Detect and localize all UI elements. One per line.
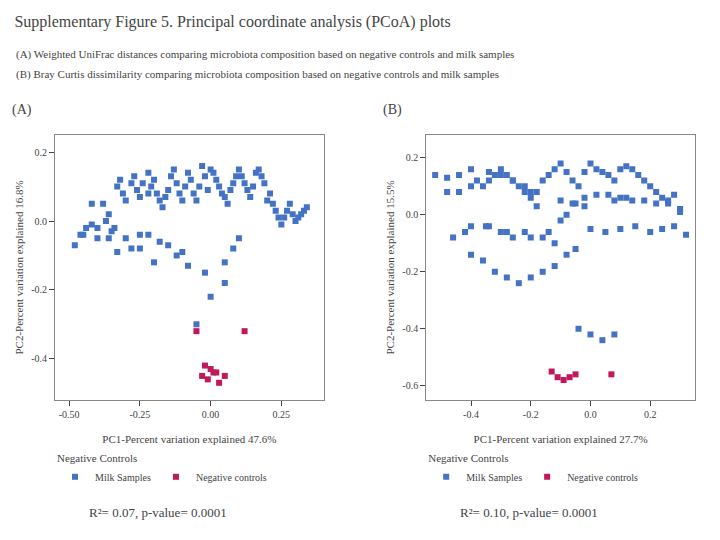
svg-text:(B) Bray Curtis dissimilarity: (B) Bray Curtis dissimilarity comparing … — [16, 68, 499, 81]
svg-text:-0.2: -0.2 — [523, 409, 539, 420]
svg-text:-0.2: -0.2 — [402, 266, 418, 277]
svg-text:0.25: 0.25 — [273, 409, 291, 420]
svg-text:R²= 0.07, p-value= 0.0001: R²= 0.07, p-value= 0.0001 — [89, 505, 227, 520]
svg-text:-0.50: -0.50 — [59, 409, 80, 420]
svg-text:-0.6: -0.6 — [402, 380, 418, 391]
svg-text:0.00: 0.00 — [202, 409, 220, 420]
svg-text:(A): (A) — [12, 102, 32, 118]
svg-text:0.0: 0.0 — [584, 409, 597, 420]
svg-text:0.2: 0.2 — [644, 409, 657, 420]
svg-text:Negative controls: Negative controls — [567, 472, 638, 483]
svg-text:Negative Controls: Negative Controls — [57, 452, 137, 464]
svg-text:-0.4: -0.4 — [402, 323, 418, 334]
svg-text:-0.25: -0.25 — [129, 409, 150, 420]
svg-text:Milk Samples: Milk Samples — [95, 472, 151, 483]
svg-text:-0.4: -0.4 — [31, 353, 47, 364]
svg-text:PC1-Percent variation explaine: PC1-Percent variation explained 47.6% — [102, 433, 276, 445]
svg-text:(B): (B) — [383, 102, 402, 118]
svg-text:PC2-Percent variation explaine: PC2-Percent variation explained 16.8% — [13, 180, 25, 354]
svg-text:0.0: 0.0 — [35, 216, 48, 227]
svg-text:PC2-Percent variation explaine: PC2-Percent variation explained 15.5% — [384, 180, 396, 354]
svg-text:0.2: 0.2 — [35, 147, 48, 158]
svg-text:-0.4: -0.4 — [463, 409, 479, 420]
svg-text:Milk Samples: Milk Samples — [466, 472, 522, 483]
svg-text:R²= 0.10, p-value= 0.0001: R²= 0.10, p-value= 0.0001 — [460, 505, 598, 520]
svg-text:-0.2: -0.2 — [31, 284, 47, 295]
svg-text:Negative Controls: Negative Controls — [428, 452, 508, 464]
svg-text:0.2: 0.2 — [406, 152, 419, 163]
svg-text:Negative controls: Negative controls — [196, 472, 267, 483]
svg-text:Supplementary Figure 5. Princi: Supplementary Figure 5. Principal coordi… — [14, 13, 450, 31]
svg-text:PC1-Percent variation explaine: PC1-Percent variation explained 27.7% — [474, 433, 648, 445]
svg-text:0.0: 0.0 — [406, 209, 419, 220]
svg-text:(A) Weighted UniFrac distances: (A) Weighted UniFrac distances comparing… — [16, 48, 514, 61]
